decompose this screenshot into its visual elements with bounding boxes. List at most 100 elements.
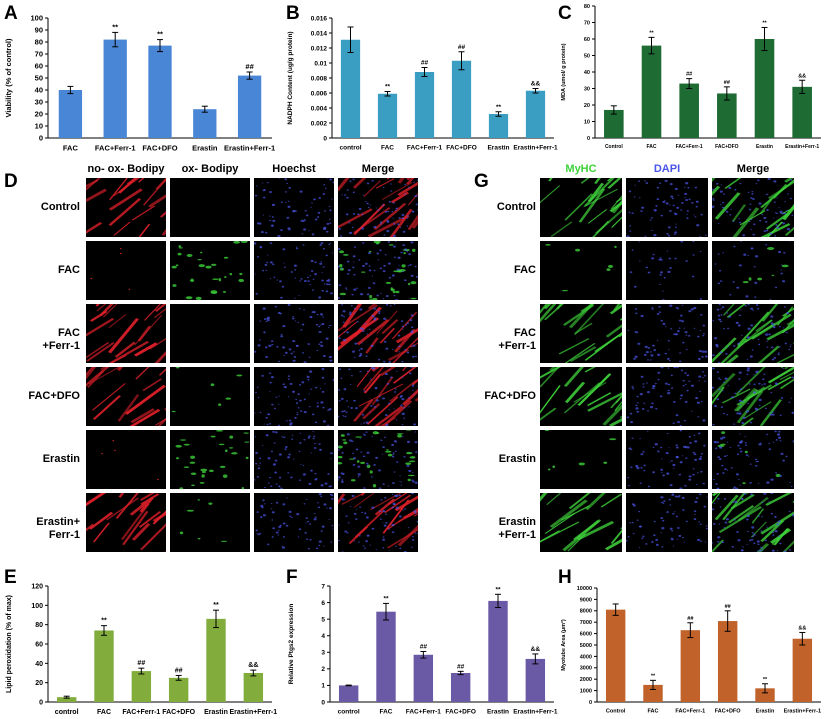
y-axis-label: Viability (% of control) bbox=[4, 38, 13, 118]
y-tick-label: 0.014 bbox=[311, 30, 328, 37]
micrograph-tile bbox=[254, 367, 334, 426]
bar bbox=[488, 600, 508, 702]
bar bbox=[94, 630, 114, 702]
x-tick-label: Control bbox=[606, 709, 626, 715]
row-label: Erastin bbox=[42, 452, 80, 465]
micrograph-tile bbox=[540, 241, 622, 300]
micrograph-tile bbox=[170, 367, 250, 426]
row-label: FAC bbox=[514, 263, 536, 276]
row-label: Erastin bbox=[498, 452, 536, 465]
y-axis-label: Myotube Area (μm²) bbox=[560, 619, 567, 671]
x-tick-label: FAC+DFO bbox=[446, 145, 477, 152]
x-tick-label: Erastin bbox=[756, 144, 773, 150]
x-tick-label: FAC+Ferr-1 bbox=[122, 709, 160, 716]
bar bbox=[56, 697, 77, 702]
significance-label: ## bbox=[421, 60, 429, 67]
significance-label: ** bbox=[649, 30, 654, 36]
y-tick-label: 20 bbox=[584, 103, 590, 109]
row-label: FAC +Ferr-1 bbox=[498, 326, 536, 352]
y-tick-label: 0 bbox=[589, 700, 592, 706]
micrograph-tile bbox=[712, 304, 794, 363]
significance-label: && bbox=[531, 81, 541, 88]
micrograph-tile bbox=[338, 367, 418, 426]
x-tick-label: FAC bbox=[97, 709, 111, 716]
micrograph-tile bbox=[170, 304, 250, 363]
micrograph-tile bbox=[86, 178, 166, 237]
chart-a-viability: 0 10 20 30 40 50 60 70 80 90 100 Viability (% of co… bbox=[4, 14, 275, 153]
significance-label: ## bbox=[458, 44, 466, 51]
x-tick-label: FAC+DFO bbox=[715, 144, 739, 150]
micrograph-tile bbox=[626, 178, 708, 237]
chart-b-nadph: 0 0.002 0.004 0.006 0.008 0.01 0.012 0.014 0.016… bbox=[287, 15, 558, 152]
panel-label-e: E bbox=[4, 567, 17, 588]
chart-c-mda: 0 10 20 30 40 50 60 70 80 MDA (umol/ g protein) Co… bbox=[561, 4, 821, 150]
bar bbox=[717, 621, 738, 702]
bar bbox=[414, 72, 435, 138]
bar bbox=[525, 658, 546, 702]
x-tick-label: FAC+Ferr-1 bbox=[676, 144, 703, 150]
y-tick-label: 60 bbox=[35, 641, 43, 648]
micrograph-tile bbox=[170, 430, 250, 489]
column-header: no- ox- Bodipy bbox=[87, 163, 165, 175]
significance-label: ## bbox=[457, 663, 465, 670]
bar bbox=[488, 114, 509, 138]
x-tick-label: Erastin bbox=[756, 709, 775, 715]
micrograph-tile bbox=[338, 241, 418, 300]
panel-label-b: B bbox=[286, 3, 300, 24]
y-tick-label: 6000 bbox=[580, 632, 592, 638]
y-tick-label: 1000 bbox=[580, 689, 592, 695]
bar bbox=[103, 39, 127, 138]
row-label: FAC+DFO bbox=[484, 389, 536, 402]
significance-label: ** bbox=[101, 618, 107, 625]
column-header: ox- Bodipy bbox=[181, 163, 239, 175]
x-tick-label: control bbox=[338, 709, 360, 716]
micrograph-tile bbox=[254, 304, 334, 363]
x-tick-label: FAC+Ferr-1 bbox=[95, 144, 136, 153]
column-header: Hoechst bbox=[272, 163, 316, 175]
y-tick-label: 80 bbox=[35, 622, 43, 629]
y-tick-label: 0.006 bbox=[311, 90, 328, 97]
y-tick-label: 8000 bbox=[580, 609, 592, 615]
x-tick-label: control bbox=[55, 709, 79, 716]
bar bbox=[451, 60, 472, 138]
y-tick-label: 0 bbox=[321, 699, 325, 706]
panel-label-g: G bbox=[474, 171, 489, 192]
y-tick-label: 4 bbox=[321, 633, 325, 640]
x-tick-label: FAC bbox=[380, 709, 393, 716]
y-axis-label: NADPH Content (ug/g protein) bbox=[287, 31, 294, 124]
micrograph-grid-d: no- ox- Bodipy ox- Bodipy Hoechst Merge Cont… bbox=[0, 160, 470, 560]
y-tick-label: 70 bbox=[584, 20, 590, 26]
y-tick-label: 0 bbox=[39, 699, 43, 706]
bar bbox=[792, 86, 812, 138]
y-tick-label: 4000 bbox=[580, 654, 592, 660]
micrograph-tile bbox=[254, 178, 334, 237]
significance-label: ## bbox=[175, 667, 183, 674]
bar bbox=[131, 671, 152, 702]
y-tick-label: 0 bbox=[323, 135, 327, 142]
column-header: Merge bbox=[361, 163, 395, 175]
significance-label: ## bbox=[725, 604, 731, 610]
row-label: FAC bbox=[58, 263, 80, 276]
y-tick-label: 30 bbox=[35, 98, 43, 107]
y-tick-label: 3000 bbox=[580, 666, 592, 672]
x-tick-label: Erastin bbox=[487, 709, 509, 716]
panel-label-d: D bbox=[4, 171, 18, 192]
micrograph-tile bbox=[338, 304, 418, 363]
significance-label: ## bbox=[686, 72, 692, 78]
y-tick-label: 6 bbox=[321, 600, 325, 607]
significance-label: && bbox=[248, 662, 258, 669]
micrograph-tile bbox=[712, 430, 794, 489]
significance-label: ** bbox=[383, 595, 389, 602]
bar bbox=[717, 93, 737, 138]
y-tick-label: 7 bbox=[321, 583, 325, 590]
significance-label: ## bbox=[420, 643, 428, 650]
micrograph-tile bbox=[254, 430, 334, 489]
y-tick-label: 20 bbox=[35, 110, 43, 119]
x-tick-label: FAC+DFO bbox=[142, 144, 177, 153]
panel-label-h: H bbox=[558, 567, 572, 588]
y-tick-label: 0.01 bbox=[314, 60, 327, 67]
bar bbox=[643, 684, 663, 702]
x-tick-label: Erastin+Ferr-1 bbox=[229, 709, 277, 716]
y-tick-label: 50 bbox=[35, 74, 43, 83]
y-tick-label: 0.012 bbox=[311, 45, 328, 52]
